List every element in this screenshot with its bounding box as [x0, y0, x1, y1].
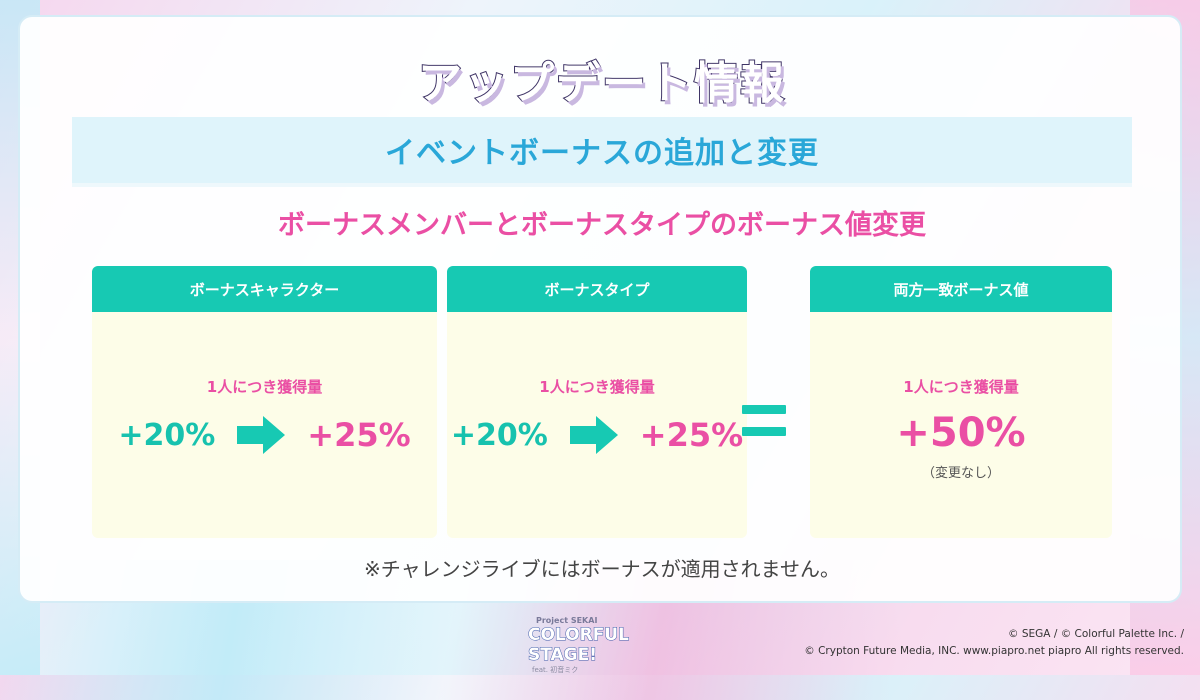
info-panel: アップデート情報 イベントボーナスの追加と変更 ボーナスメンバーとボーナスタイプ…	[18, 15, 1182, 603]
copyright-line-2: © Crypton Future Media, INC. www.piapro.…	[804, 645, 1184, 657]
old-value: +20%	[118, 417, 216, 453]
card-label: 1人につき獲得量	[206, 378, 323, 396]
old-value: +20%	[450, 417, 548, 453]
section-heading: ボーナスメンバーとボーナスタイプのボーナス値変更	[278, 210, 926, 241]
copyright-line-1: © SEGA / © Colorful Palette Inc. /	[1008, 628, 1184, 640]
right-arrow-icon	[569, 416, 618, 454]
card-label: 1人につき獲得量	[539, 378, 655, 396]
bonus-type-card: ボーナスタイプ 1人につき獲得量 +20% +25%	[447, 266, 747, 538]
bonus-character-card: ボーナスキャラクター 1人につき獲得量 +20% +25%	[92, 266, 437, 538]
no-change-note: （変更なし）	[921, 466, 1000, 481]
card-label: 1人につき獲得量	[903, 378, 1019, 396]
game-logo: Project SEKAI COLORFUL STAGE! feat. 初音ミク	[528, 616, 680, 674]
right-arrow-icon	[237, 416, 286, 454]
combined-value: +50%	[896, 410, 1026, 456]
value-change-row: +20% +25%	[92, 416, 437, 454]
new-value: +25%	[307, 416, 411, 454]
logo-line-2: COLORFUL STAGE!	[528, 625, 630, 666]
new-value: +25%	[639, 416, 744, 454]
copyright: © SEGA / © Colorful Palette Inc. / © Cry…	[804, 626, 1184, 660]
page-title: アップデート情報	[417, 57, 786, 110]
card-header: 両方一致ボーナス値	[810, 266, 1112, 312]
subtitle-bar: イベントボーナスの追加と変更	[72, 117, 1132, 183]
card-header: ボーナスキャラクター	[92, 266, 437, 312]
footnote: ※チャレンジライブにはボーナスが適用されません。	[364, 557, 840, 581]
subtitle-text: イベントボーナスの追加と変更	[385, 136, 819, 171]
equals-icon	[742, 405, 786, 445]
logo-line-3: feat. 初音ミク	[532, 666, 579, 674]
logo-line-1: Project SEKAI	[536, 616, 598, 625]
card-header: ボーナスタイプ	[447, 266, 747, 312]
combined-bonus-card: 両方一致ボーナス値 1人につき獲得量 +50% （変更なし）	[810, 266, 1112, 538]
value-change-row: +20% +25%	[447, 416, 747, 454]
